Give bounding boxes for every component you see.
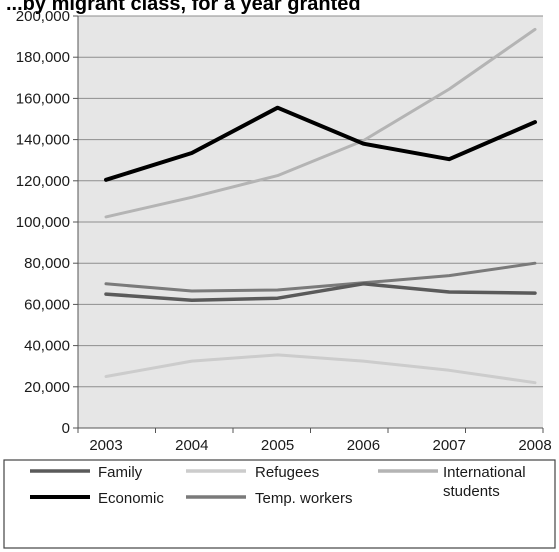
x-tick-label-2007: 2007 bbox=[433, 437, 466, 454]
y-tick-label-5: 100,000 bbox=[16, 214, 70, 231]
x-tick-label-2005: 2005 bbox=[261, 437, 294, 454]
y-tick-label-1: 20,000 bbox=[24, 379, 70, 396]
y-tick-label-2: 40,000 bbox=[24, 338, 70, 355]
axes bbox=[73, 15, 544, 433]
x-tick-label-2006: 2006 bbox=[347, 437, 380, 454]
y-tick-label-10: 200,000 bbox=[16, 8, 70, 25]
y-tick-label-0: 0 bbox=[62, 420, 70, 437]
y-tick-label-3: 60,000 bbox=[24, 296, 70, 313]
legend-label-temp-workers: Temp. workers bbox=[255, 490, 353, 507]
x-tick-label-2003: 2003 bbox=[89, 437, 122, 454]
series-lines bbox=[104, 27, 537, 385]
y-tick-label-6: 120,000 bbox=[16, 173, 70, 190]
legend-box bbox=[3, 459, 556, 549]
legend-label-international-students: International students bbox=[443, 464, 526, 500]
x-tick-label-2008: 2008 bbox=[518, 437, 551, 454]
y-tick-label-7: 140,000 bbox=[16, 132, 70, 149]
chart-title: ...by migrant class, for a year granted bbox=[6, 0, 361, 15]
series-line-international-students bbox=[104, 27, 537, 219]
y-axis-tick-labels: 0 20,000 40,000 60,000 80,000 100,000 120,000 1… bbox=[16, 8, 70, 437]
y-tick-label-9: 180,000 bbox=[16, 49, 70, 66]
series-line-economic bbox=[104, 105, 537, 182]
x-tick-label-2004: 2004 bbox=[175, 437, 208, 454]
legend-label-refugees: Refugees bbox=[255, 464, 319, 481]
series-line-family bbox=[104, 282, 537, 303]
x-axis-tick-labels: 2003 2004 2005 2006 2007 2008 bbox=[89, 437, 551, 454]
legend-label-economic: Economic bbox=[98, 490, 164, 507]
y-tick-label-4: 80,000 bbox=[24, 255, 70, 272]
series-line-temp-workers bbox=[104, 261, 537, 293]
y-tick-label-8: 160,000 bbox=[16, 90, 70, 107]
legend-label-family: Family bbox=[98, 464, 143, 481]
series-line-refugees bbox=[104, 353, 537, 385]
gridlines bbox=[78, 15, 543, 388]
legend: Family Economic Refugees Temp. workers Inter… bbox=[30, 464, 526, 507]
